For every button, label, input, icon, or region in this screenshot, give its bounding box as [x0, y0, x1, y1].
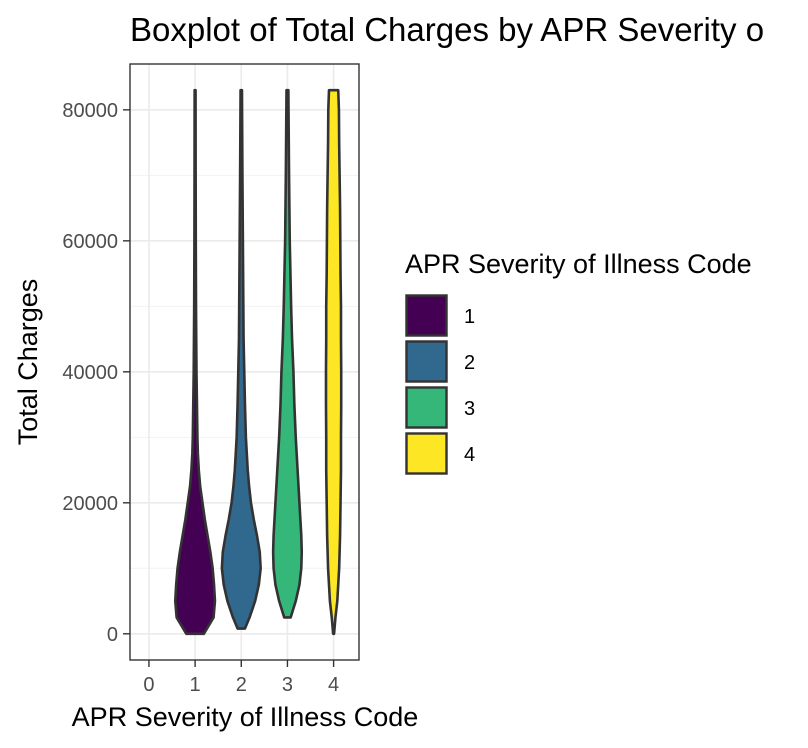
x-tick-label: 2 [236, 674, 247, 696]
y-tick-label: 60000 [62, 231, 118, 253]
violin-2 [220, 88, 262, 630]
y-tick-label: 80000 [62, 100, 118, 122]
y-axis-title: Total Charges [13, 279, 43, 446]
legend-keys: 1 2 3 4 [405, 294, 475, 475]
chart-title: Boxplot of Total Charges by APR Severity… [130, 11, 764, 48]
x-tick-label: 1 [190, 674, 201, 696]
y-tick-label: 20000 [62, 493, 118, 515]
legend-title: APR Severity of Illness Code [405, 249, 752, 279]
violin-layer [173, 88, 343, 636]
y-tick-label: 0 [107, 624, 118, 646]
legend-label-2: 2 [464, 352, 475, 374]
legend-label-4: 4 [464, 444, 475, 466]
legend-swatch-3 [405, 386, 448, 429]
x-tick-label: 3 [282, 674, 293, 696]
legend-label-1: 1 [464, 306, 475, 328]
y-tick-label: 40000 [62, 362, 118, 384]
violin-3 [271, 88, 304, 619]
violin-1 [173, 88, 217, 636]
x-axis-title: APR Severity of Illness Code [72, 702, 419, 732]
plot-border [129, 63, 360, 661]
legend: APR Severity of Illness Code 1 2 3 4 [405, 249, 752, 475]
legend-label-3: 3 [464, 398, 475, 420]
x-axis: 0 1 2 3 4 [143, 660, 339, 696]
violin-4 [324, 88, 343, 636]
x-tick-label: 4 [328, 674, 339, 696]
y-axis: 0 20000 40000 60000 80000 [62, 100, 130, 646]
legend-swatch-2 [405, 340, 448, 383]
legend-swatch-4 [405, 432, 448, 475]
legend-swatch-1 [405, 294, 448, 337]
x-tick-label: 0 [143, 674, 154, 696]
